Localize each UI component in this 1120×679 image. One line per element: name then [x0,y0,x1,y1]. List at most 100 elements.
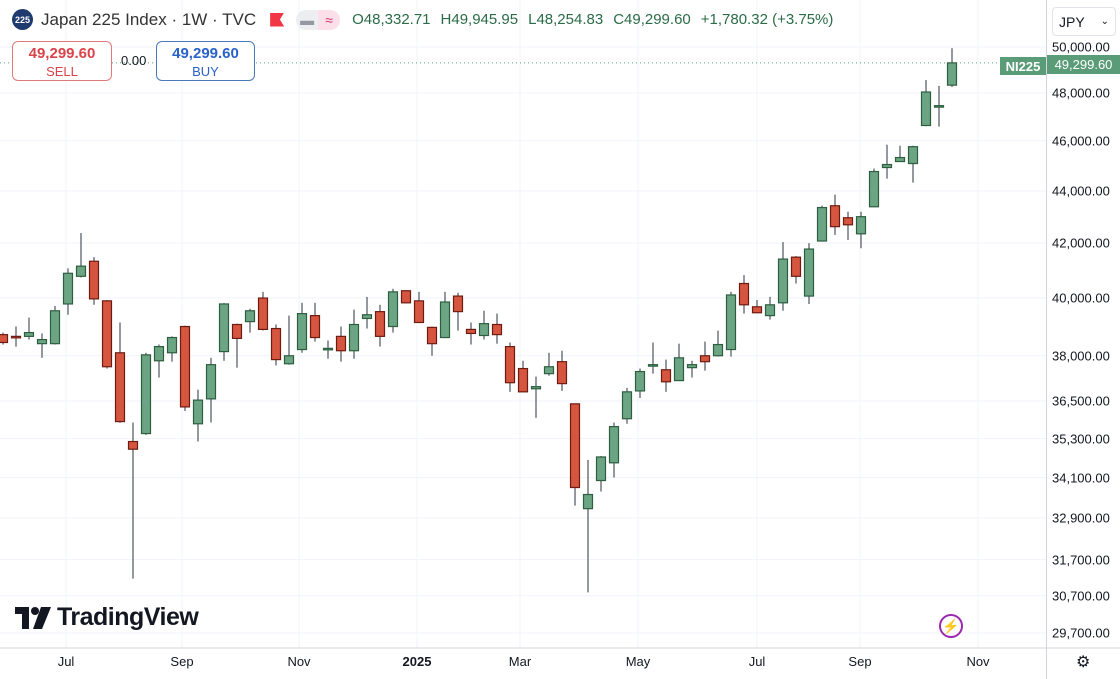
candle-body [192,399,204,425]
x-tick-label: Jul [57,654,75,669]
candle [946,48,958,87]
candle-body [894,156,906,163]
candle [361,296,373,329]
candle [179,325,191,411]
candle [491,313,503,344]
currency-select[interactable]: JPY ⌄ [1052,7,1116,36]
candle-body [829,205,841,228]
candle-body [530,386,542,390]
x-tick-label: May [625,654,651,669]
candle-body [413,300,425,324]
candle-body [439,301,451,339]
sell-button[interactable]: 49,299.60 SELL [12,41,112,81]
candle-body [361,314,373,320]
candle-body [465,328,477,335]
candle [660,359,672,392]
candle [556,350,568,391]
candle [257,291,269,331]
approx-icon[interactable]: ≈ [318,9,341,30]
candle-body [348,323,360,352]
candle [907,145,919,183]
candle-body [140,354,152,435]
candle-body [777,258,789,304]
candle [478,310,490,340]
candle-body [335,335,347,352]
settings-icon[interactable]: ⚙ [1076,654,1091,671]
candle-body [374,311,386,337]
candle-body [803,248,815,297]
tradingview-logo-icon [15,606,51,629]
candle-body [855,216,867,235]
candle-body [10,335,22,339]
candle-body [751,306,763,314]
candle [517,360,529,393]
candle [413,291,425,324]
y-tick-label: 44,000.00 [1052,183,1110,199]
candle [23,317,35,340]
candle-body [608,426,620,464]
candle [582,459,594,593]
candle-body [842,217,854,226]
candle [868,168,880,208]
candle [296,302,308,353]
candle-body [36,338,48,345]
candle-body [322,347,334,351]
candle [452,292,464,331]
y-tick-label: 42,000.00 [1052,235,1110,251]
flag-icon[interactable] [270,12,285,27]
candle-body [907,146,919,165]
y-tick-label: 36,500.00 [1052,393,1110,409]
candle-body [660,369,672,383]
candle-body [868,170,880,208]
candle-body [556,361,568,385]
candle-body [88,260,100,300]
candle-body [790,256,802,277]
candle-body [764,304,776,317]
low-value: L48,254.83 [528,11,604,28]
candle-body [647,364,659,367]
y-tick-label: 35,300.00 [1052,431,1110,447]
tradingview-logo[interactable]: TradingView [15,603,199,632]
candle-body [400,290,412,304]
candle-body [452,295,464,313]
minus-icon[interactable]: ▬ [296,9,319,30]
candle [348,309,360,359]
candle [49,305,61,345]
candle [10,326,22,347]
candle [686,360,698,378]
candle [569,403,581,506]
candle [400,290,412,304]
candle [530,376,542,418]
candle-body [0,334,9,344]
candle [881,144,893,179]
x-tick-label: Sep [848,654,872,669]
candle [270,324,282,366]
x-tick-label: Nov [287,654,311,669]
buy-label: BUY [192,64,219,79]
candle [699,341,711,371]
y-tick-label: 29,700.00 [1052,625,1110,641]
symbol-price-tag: NI225 [1000,57,1046,75]
candle-body [426,326,438,345]
candle-body [621,391,633,420]
lightning-icon[interactable]: ⚡ [939,614,963,638]
last-price-label: 49,299.60 [1047,55,1120,74]
candle [283,315,295,365]
indicator-pill[interactable]: ▬ ≈ [296,9,341,30]
candle [322,340,334,359]
candle [335,326,347,362]
candle-body [569,403,581,489]
open-value: O48,332.71 [352,11,431,28]
candle [309,302,321,342]
currency-label: JPY [1059,13,1085,30]
candle [439,291,451,339]
buy-button[interactable]: 49,299.60 BUY [156,41,255,81]
candle-body [634,370,646,392]
candle [647,342,659,374]
candle-body [296,313,308,351]
symbol-title[interactable]: Japan 225 Index · 1W · TVC [41,9,257,29]
candle [920,80,932,127]
candle [192,389,204,442]
candle [673,343,685,382]
